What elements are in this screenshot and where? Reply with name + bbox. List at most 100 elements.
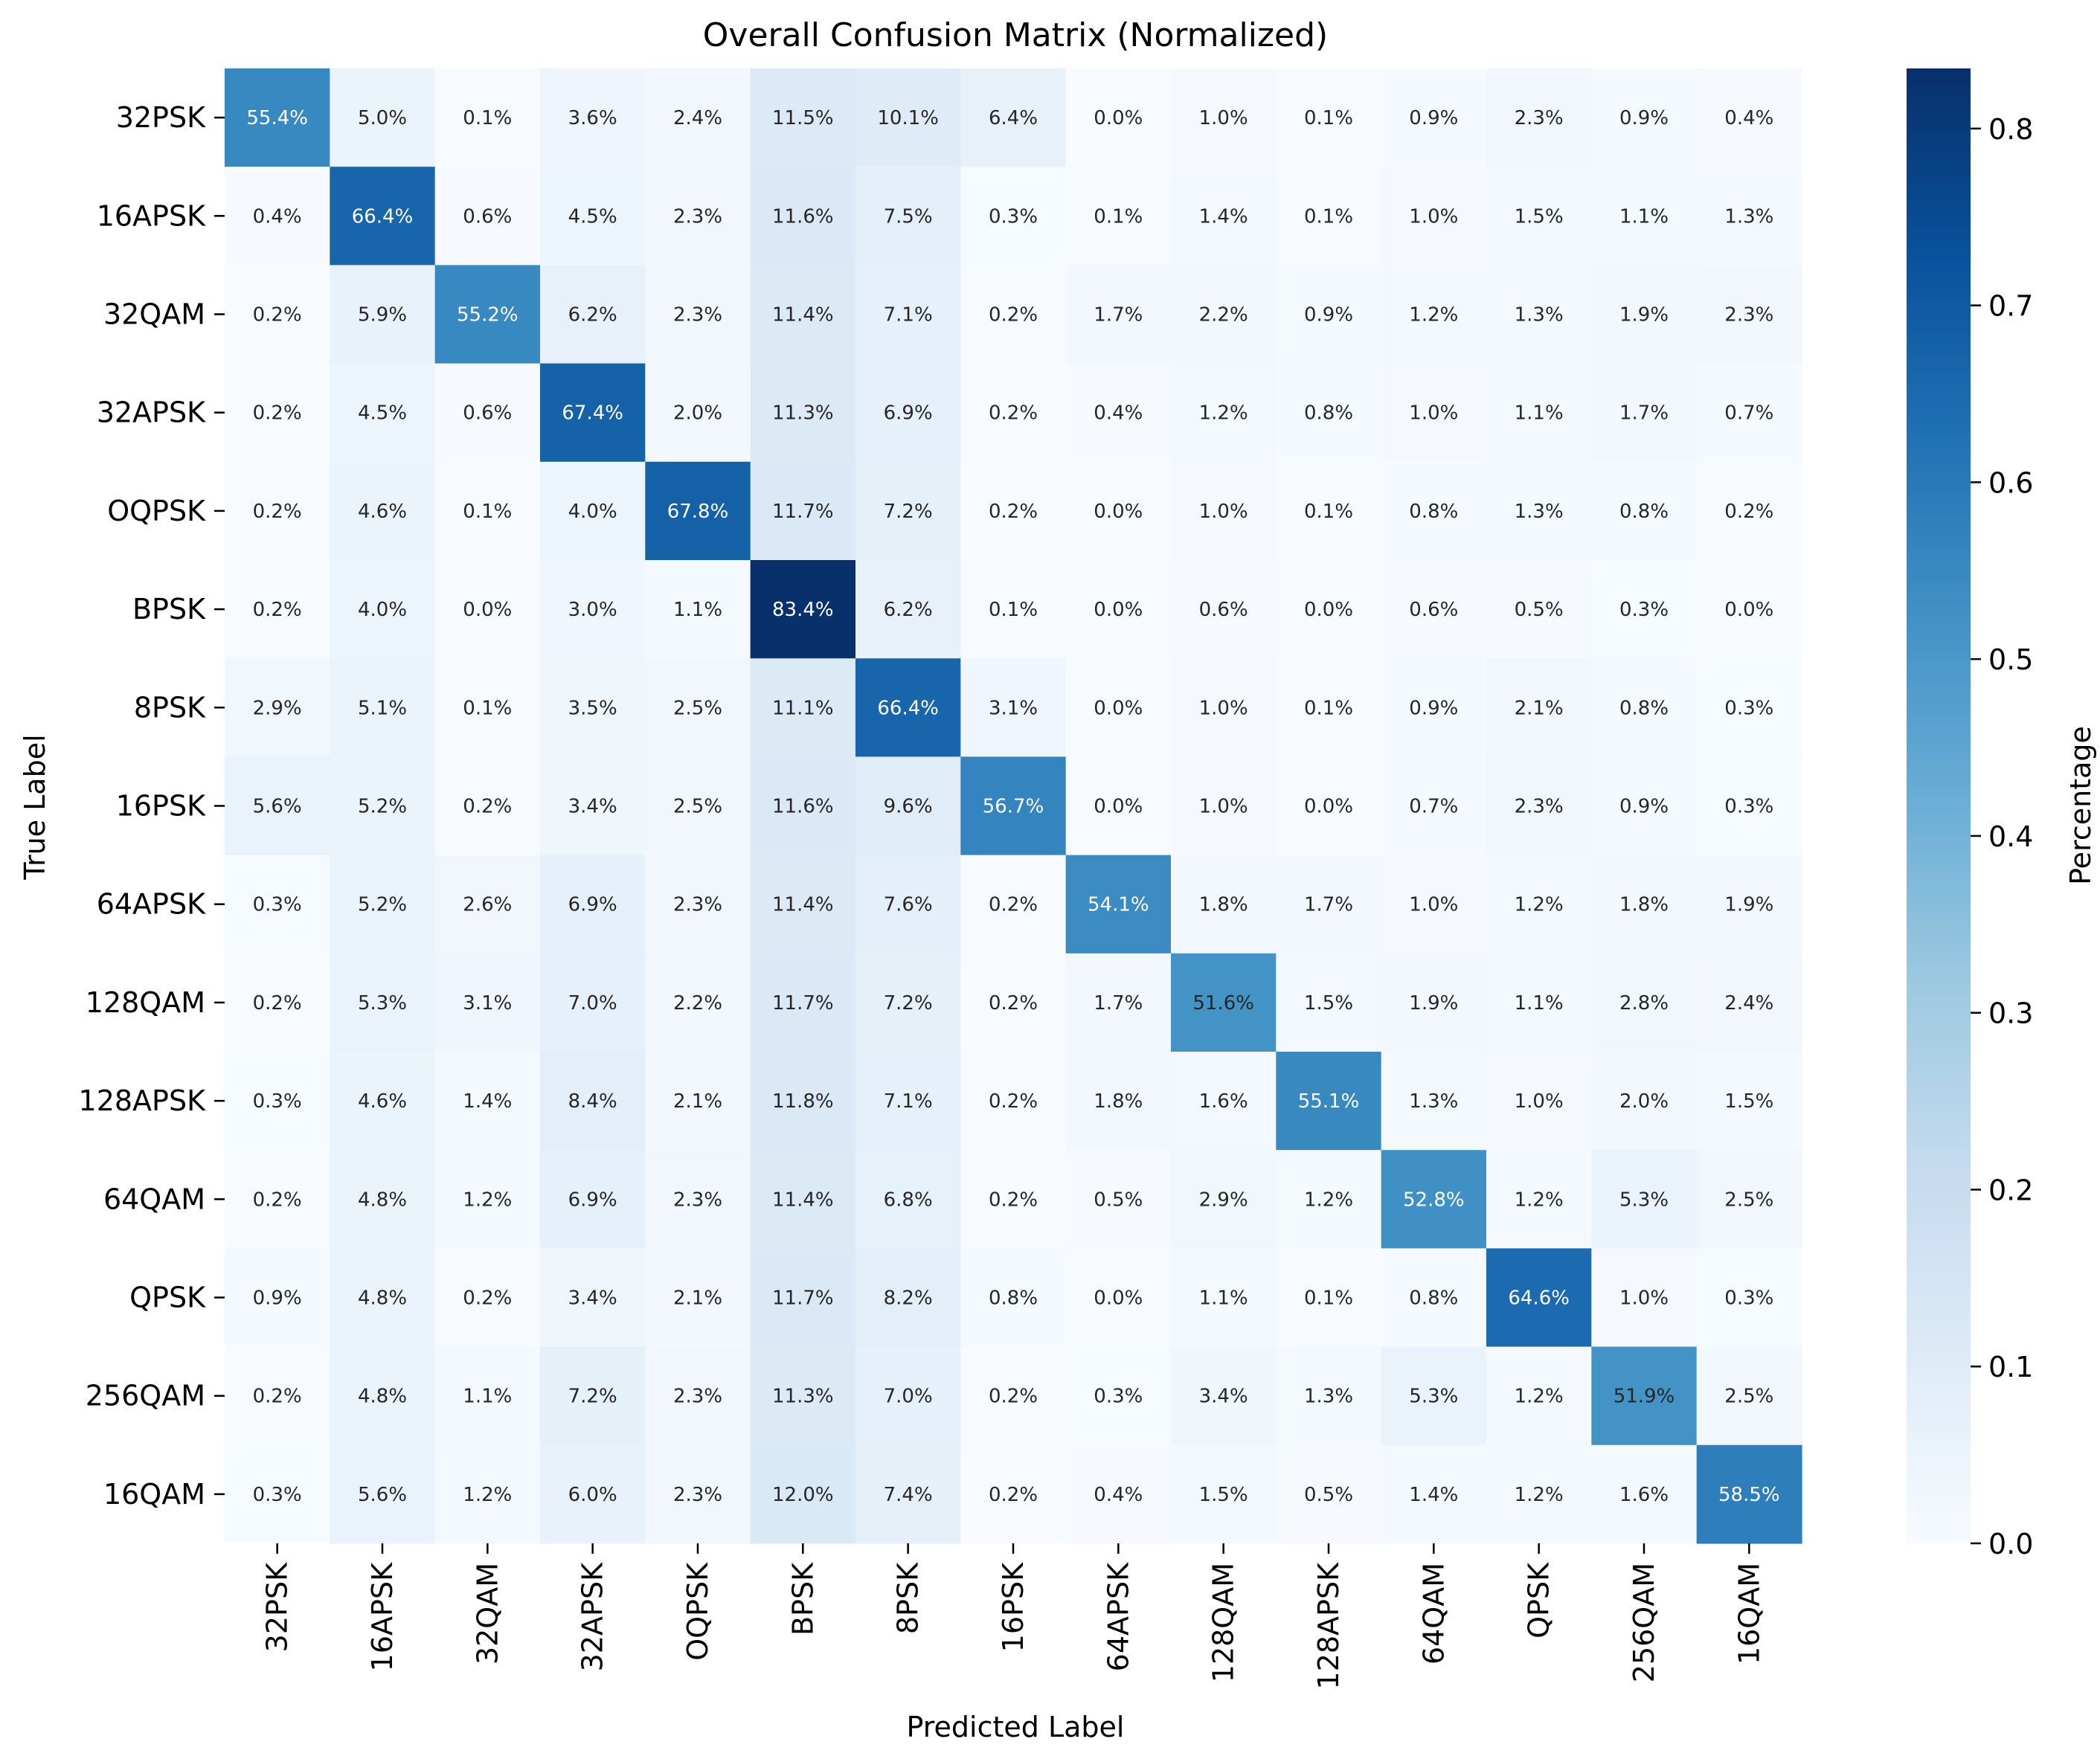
heatmap-cell <box>1696 1248 1802 1348</box>
heatmap-cell <box>1591 68 1698 167</box>
heatmap-cell <box>1696 855 1802 954</box>
heatmap-cell <box>1171 855 1277 954</box>
cell-value-label: 0.6% <box>1409 599 1458 621</box>
heatmap-cell <box>855 1346 961 1446</box>
colorbar-tick-label: 0.8 <box>1988 113 2033 146</box>
heatmap-cell <box>1171 461 1277 561</box>
cell-value-label: 0.2% <box>253 304 302 327</box>
y-tick-label: OQPSK <box>107 495 206 527</box>
cell-value-label: 11.4% <box>772 304 834 327</box>
x-tick-label: OQPSK <box>681 1562 714 1661</box>
heatmap-cell <box>1486 1052 1592 1151</box>
cell-value-label: 1.0% <box>1199 796 1248 818</box>
cell-value-label: 0.2% <box>253 501 302 523</box>
cell-value-label: 0.1% <box>1304 501 1353 523</box>
y-tick-label: 32APSK <box>97 396 206 429</box>
heatmap-cell <box>540 1150 646 1249</box>
heatmap-cell <box>1171 167 1277 266</box>
heatmap-cell <box>330 658 436 757</box>
cell-value-label: 6.9% <box>884 402 933 425</box>
cell-value-label: 2.1% <box>673 1287 722 1310</box>
cell-value-label: 0.0% <box>463 599 512 621</box>
heatmap-cell <box>540 461 646 561</box>
cell-value-label: 0.2% <box>989 1386 1038 1408</box>
heatmap-cell <box>750 953 856 1052</box>
heatmap-cell <box>1065 855 1172 954</box>
cell-value-label: 6.2% <box>884 599 933 621</box>
cell-value-label: 2.9% <box>1199 1189 1248 1211</box>
cell-value-label: 1.3% <box>1304 1386 1353 1408</box>
heatmap-cell <box>855 756 961 856</box>
cell-value-label: 1.4% <box>463 1090 512 1113</box>
heatmap-cell <box>1276 1346 1382 1446</box>
cell-value-label: 5.3% <box>358 992 407 1015</box>
heatmap-cell <box>645 461 751 561</box>
heatmap-cell <box>1171 756 1277 856</box>
heatmap-cell <box>1696 461 1802 561</box>
cell-value-label: 0.1% <box>463 107 512 129</box>
cell-value-label: 0.2% <box>989 1090 1038 1113</box>
colorbar <box>1907 68 1971 1543</box>
heatmap-cell <box>1591 1444 1698 1544</box>
cell-value-label: 11.7% <box>772 1287 834 1310</box>
heatmap-cell <box>960 265 1067 364</box>
cell-value-label: 7.0% <box>884 1386 933 1408</box>
heatmap-cell <box>225 560 330 659</box>
cell-value-label: 0.3% <box>989 205 1038 228</box>
cell-value-label: 5.6% <box>253 796 302 818</box>
cell-value-label: 1.1% <box>673 599 722 621</box>
heatmap-cell <box>540 265 646 364</box>
heatmap-cell <box>1591 953 1698 1052</box>
cell-value-label: 67.4% <box>562 402 623 425</box>
heatmap-cell <box>1171 953 1277 1052</box>
cell-value-label: 1.6% <box>1619 1484 1669 1506</box>
heatmap-cell <box>855 1052 961 1151</box>
cell-value-label: 2.1% <box>673 1090 722 1113</box>
y-tick-label: 256QAM <box>86 1380 205 1412</box>
heatmap-cell <box>960 68 1067 167</box>
heatmap-cell <box>225 68 330 167</box>
cell-value-label: 55.1% <box>1298 1090 1360 1113</box>
heatmap-cell <box>855 953 961 1052</box>
heatmap-cell <box>645 1444 751 1544</box>
heatmap-cell <box>225 756 330 856</box>
cell-value-label: 1.1% <box>1619 205 1669 228</box>
heatmap-cell <box>434 756 541 856</box>
cell-value-label: 0.3% <box>253 1484 302 1506</box>
cell-value-label: 5.0% <box>358 107 407 129</box>
cell-value-label: 0.2% <box>989 894 1038 916</box>
cell-value-label: 1.4% <box>1199 205 1248 228</box>
cell-value-label: 0.9% <box>1304 304 1353 327</box>
heatmap-cell <box>434 68 541 167</box>
heatmap-cell <box>330 1150 436 1249</box>
heatmap-cell <box>434 167 541 266</box>
cell-value-label: 1.3% <box>1515 501 1564 523</box>
heatmap-cell <box>855 560 961 659</box>
cell-value-label: 0.8% <box>1619 501 1669 523</box>
heatmap-cell <box>540 1248 646 1348</box>
cell-value-label: 2.3% <box>673 1484 722 1506</box>
heatmap-cell <box>1486 167 1592 266</box>
heatmap-cell <box>1065 167 1172 266</box>
heatmap-cell <box>645 855 751 954</box>
cell-value-label: 7.2% <box>884 501 933 523</box>
heatmap-cell <box>330 68 436 167</box>
cell-value-label: 1.8% <box>1619 894 1669 916</box>
cell-value-label: 5.3% <box>1409 1386 1458 1408</box>
cell-value-label: 1.0% <box>1619 1287 1669 1310</box>
heatmap-cell <box>960 1150 1067 1249</box>
cell-value-label: 1.2% <box>1199 402 1248 425</box>
heatmap-cell-labels: 55.4% 5.0% 0.1% 3.6% 2.4% 11.5% 10.1% 6.4% 0.0% 1… <box>246 107 1779 1506</box>
cell-value-label: 3.5% <box>568 697 617 719</box>
cell-value-label: 1.5% <box>1724 1090 1773 1113</box>
heatmap-cell <box>540 68 646 167</box>
cell-value-label: 0.9% <box>1619 796 1669 818</box>
colorbar-tick-label: 0.4 <box>1988 820 2033 853</box>
heatmap-cell <box>1591 461 1698 561</box>
cell-value-label: 0.2% <box>253 1189 302 1211</box>
cell-value-label: 2.3% <box>673 304 722 327</box>
heatmap-cell <box>1065 265 1172 364</box>
heatmap-cell <box>540 167 646 266</box>
heatmap-cell <box>225 1052 330 1151</box>
heatmap-cell <box>960 1052 1067 1151</box>
